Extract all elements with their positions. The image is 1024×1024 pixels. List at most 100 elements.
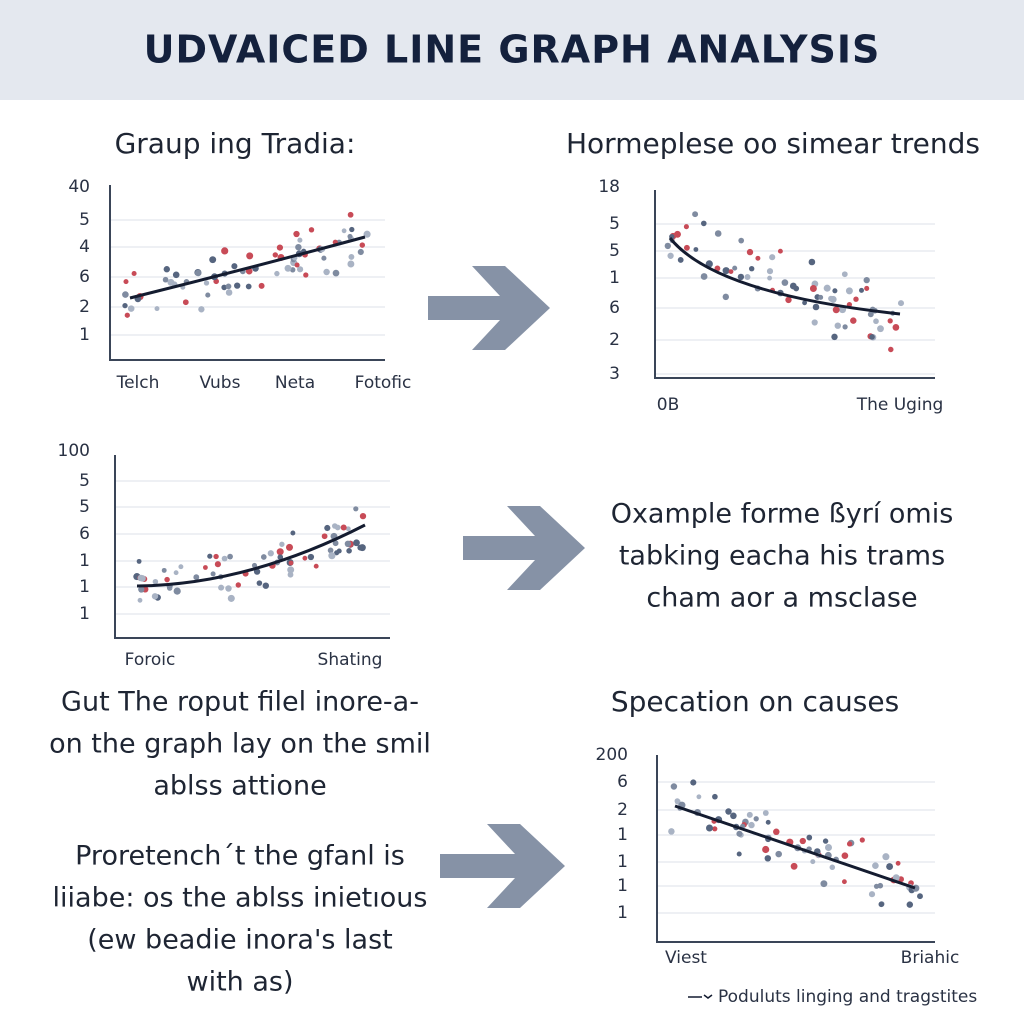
scatter-dot [345, 526, 351, 532]
scatter-dot [172, 271, 180, 279]
scatter-dot [348, 253, 355, 260]
scatter-dot [869, 334, 875, 340]
scatter-dot [209, 256, 217, 264]
scatter-dot [258, 282, 265, 289]
scatter-dot [882, 853, 890, 861]
scatter-dot [173, 587, 181, 595]
scatter-dot [137, 574, 145, 582]
scatter-dot [198, 306, 205, 313]
scatter-dot [205, 292, 211, 298]
scatter-dot [308, 227, 315, 233]
scatter-dot [755, 255, 761, 261]
scatter-dot [359, 512, 367, 520]
scatter-dot [138, 586, 145, 593]
scatter-dot [163, 266, 170, 273]
scatter-dot [897, 300, 905, 307]
scatter-dot [123, 279, 129, 285]
scatter-dot [324, 524, 331, 532]
scatter-dot [323, 268, 330, 276]
y-tick-label: 6 [79, 267, 90, 287]
scatter-dot [161, 567, 167, 573]
scatter-dot [799, 837, 806, 845]
scatter-dot [151, 593, 159, 600]
scatter-dot [670, 783, 678, 790]
scatter-dot [705, 824, 714, 832]
scatter-dot [853, 296, 859, 302]
scatter-dot [287, 571, 294, 578]
scatter-dot [221, 284, 228, 291]
scatter-dot [859, 837, 865, 843]
scatter-dot [888, 346, 894, 353]
scatter-dot [683, 244, 690, 251]
scatter-dot [868, 891, 876, 898]
scatter-dot [231, 263, 238, 270]
scatter-dot [769, 254, 776, 261]
scatter-dot [818, 294, 824, 300]
y-tick-label: 5 [609, 241, 620, 261]
y-tick-label: 1 [79, 577, 90, 597]
scatter-dot [279, 541, 285, 547]
scatter-dot [811, 319, 818, 326]
scatter-dot [284, 264, 292, 272]
scatter-dot [850, 317, 857, 324]
scatter-dot [347, 211, 354, 218]
scatter-dot [332, 269, 340, 277]
content: Graup ing Tradia: 40 5 4 6 2 1 Telch Vubs Neta Fot… [49, 127, 980, 1007]
scatter-dot [762, 845, 770, 854]
y-tick-label: 4 [79, 237, 90, 257]
body-text: liiabe: os the ablss inietıous [53, 883, 428, 914]
scatter-dot [765, 819, 771, 825]
scatter-dot [832, 306, 840, 314]
scatter-dot [810, 859, 816, 865]
scatter-dot [746, 248, 754, 256]
y-tick-label: 40 [68, 177, 90, 197]
scatter-dot [213, 553, 219, 560]
scatter-dot [194, 269, 202, 277]
panel-title: Hormeplese oo simear trends [566, 127, 980, 160]
scatter-dot [674, 798, 681, 804]
scatter-dot [293, 230, 300, 238]
y-tick-label: 1 [79, 325, 90, 345]
scatter-dot [767, 275, 773, 281]
body-text: Oxample forme ßyrí omis [611, 499, 954, 530]
scatter-dot [302, 555, 308, 561]
scatter-dot [696, 794, 702, 800]
scatter-dot [693, 247, 699, 252]
scatter-dot [841, 879, 847, 885]
scatter-dot [831, 333, 838, 341]
trend-line [668, 237, 901, 316]
x-tick-label: Neta [275, 373, 315, 393]
scatter-dot [353, 506, 359, 512]
scatter-dot [886, 863, 894, 871]
scatter-dot [256, 580, 263, 586]
scatter-dot [296, 266, 304, 273]
axis [114, 455, 390, 639]
scatter-dot [777, 248, 783, 254]
panel-title: Graup ing Tradia: [115, 127, 356, 160]
scatter-dot [746, 811, 753, 818]
scatter-dot [321, 255, 327, 261]
y-tick-label: 6 [617, 772, 628, 792]
body-text: tabking eacha his trams [619, 541, 945, 572]
y-tick-label: 1 [609, 268, 620, 288]
scatter-dot [887, 318, 893, 324]
x-tick-label: Shating [318, 650, 383, 670]
scatter-dot [285, 543, 294, 551]
y-tick-label: 6 [79, 524, 90, 544]
scatter-dot [347, 233, 353, 239]
scatter-dot [728, 269, 734, 275]
y-tick-label: 1 [617, 852, 628, 872]
scatter-dot [828, 295, 834, 302]
x-tick-label: 0B [657, 395, 679, 415]
scatter-dot [917, 893, 923, 900]
scatter-dot [738, 237, 745, 244]
scatter-dot [122, 302, 128, 309]
scatter-dot [288, 560, 294, 566]
y-tick-label: 2 [609, 330, 620, 350]
scatter-dot [732, 265, 738, 271]
x-tick-label: Fotofic [355, 373, 412, 393]
axis [656, 755, 935, 943]
scatter-dot [895, 860, 901, 866]
